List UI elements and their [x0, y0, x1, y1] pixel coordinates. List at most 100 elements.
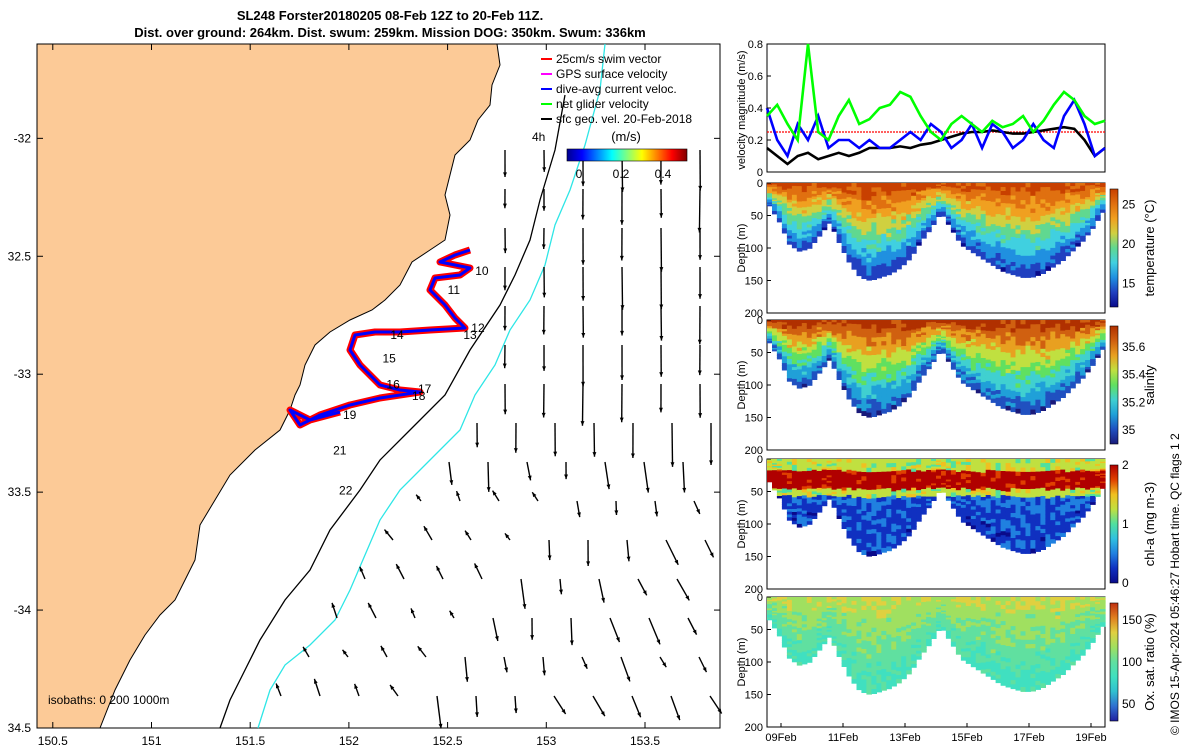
profile-cell [1100, 465, 1106, 468]
profile-cell [1075, 331, 1081, 335]
profile-cell [826, 325, 833, 328]
profile-cell [856, 254, 863, 260]
profile-cell [1000, 183, 1007, 188]
profile-cell [960, 194, 967, 198]
profile-cell [886, 525, 892, 531]
profile-cell [1030, 531, 1036, 537]
profile-cell [881, 353, 887, 359]
profile-cell [926, 185, 932, 188]
profile-cell [1005, 236, 1012, 241]
current-arrow-head [619, 255, 624, 261]
profile-cell [1040, 265, 1046, 270]
profile-cell [881, 375, 887, 380]
profile-cell [1020, 549, 1027, 554]
profile-cell [767, 611, 773, 614]
current-arrow-head [670, 462, 675, 467]
profile-cell [1030, 493, 1036, 498]
profile-cell [995, 358, 1002, 364]
profile-cell [851, 513, 858, 519]
profile-cell [985, 391, 992, 397]
profile-cell [806, 203, 813, 208]
profile-cell [950, 459, 957, 462]
profile-cell [836, 368, 843, 372]
profile-cell [826, 482, 833, 486]
profile-cell [980, 514, 987, 519]
profile-cell [1025, 260, 1032, 265]
profile-cell [911, 351, 917, 356]
profile-cell [975, 323, 982, 328]
profile-cell [871, 191, 877, 197]
lon-tick-label: 153.5 [630, 734, 660, 748]
profile-cell [985, 254, 992, 260]
profile-cell [791, 473, 798, 478]
profile-cell [965, 462, 972, 466]
profile-cell [786, 378, 793, 382]
current-arrow-head [513, 448, 518, 453]
profile-cell [1055, 353, 1061, 358]
profile-cell [1025, 476, 1032, 481]
profile-cell [841, 383, 848, 387]
profile-cell [776, 335, 783, 339]
profile-cell [866, 412, 872, 418]
profile-cell [786, 205, 793, 209]
profile-cell [980, 524, 987, 529]
profile-cell [772, 478, 778, 481]
profile-cell [1015, 191, 1022, 197]
profile-cell [1055, 345, 1061, 350]
profile-cell [990, 361, 997, 366]
profile-cell [931, 498, 937, 501]
profile-cell [1070, 198, 1076, 203]
profile-cell [970, 233, 977, 238]
profile-cell [950, 358, 957, 361]
profile-cell [960, 197, 967, 201]
profile-cell [911, 320, 917, 324]
profile-cell [1060, 487, 1066, 492]
profile-cell [960, 328, 967, 333]
profile-cell [846, 466, 853, 471]
profile-cell [896, 190, 902, 196]
profile-cell [831, 348, 838, 352]
profile-cell [955, 338, 962, 342]
profile-cell [886, 403, 892, 409]
profile-cell [1000, 263, 1007, 268]
profile-cell [995, 382, 1002, 387]
profile-cell [1050, 354, 1056, 359]
profile-cell [801, 320, 808, 324]
profile-cell [836, 352, 843, 356]
profile-cell [1015, 320, 1022, 325]
profile-cell [1070, 459, 1076, 463]
profile-cell [990, 515, 997, 520]
profile-cell [1020, 493, 1027, 499]
profile-cell [811, 199, 818, 203]
profile-cell [776, 602, 783, 605]
profile-cell [990, 205, 997, 210]
profile-cell [786, 345, 793, 349]
profile-cell [806, 512, 813, 516]
profile-cell [806, 361, 813, 366]
profile-cell [906, 379, 912, 384]
profile-cell [1045, 498, 1051, 504]
profile-cell [955, 320, 962, 324]
profile-cell [806, 320, 813, 324]
profile-cell [866, 200, 872, 206]
profile-cell [995, 198, 1002, 203]
profile-cell [921, 504, 927, 508]
profile-cell [1015, 208, 1022, 214]
profile-cell [1055, 525, 1061, 530]
profile-cell [1010, 241, 1017, 246]
profile-cell [1060, 344, 1066, 349]
profile-cell [1060, 323, 1066, 328]
profile-cell [1000, 475, 1007, 480]
profile-cell [970, 345, 977, 350]
profile-cell [941, 477, 947, 480]
profile-cell [1015, 375, 1022, 380]
profile-cell [1095, 338, 1101, 341]
profile-cell [861, 324, 867, 330]
profile-cell [786, 199, 793, 204]
profile-cell [960, 357, 967, 361]
profile-cell [921, 210, 927, 214]
profile-cell [1040, 203, 1046, 209]
profile-cell [1050, 194, 1056, 199]
profile-cell [901, 375, 907, 380]
profile-cell [871, 341, 877, 347]
